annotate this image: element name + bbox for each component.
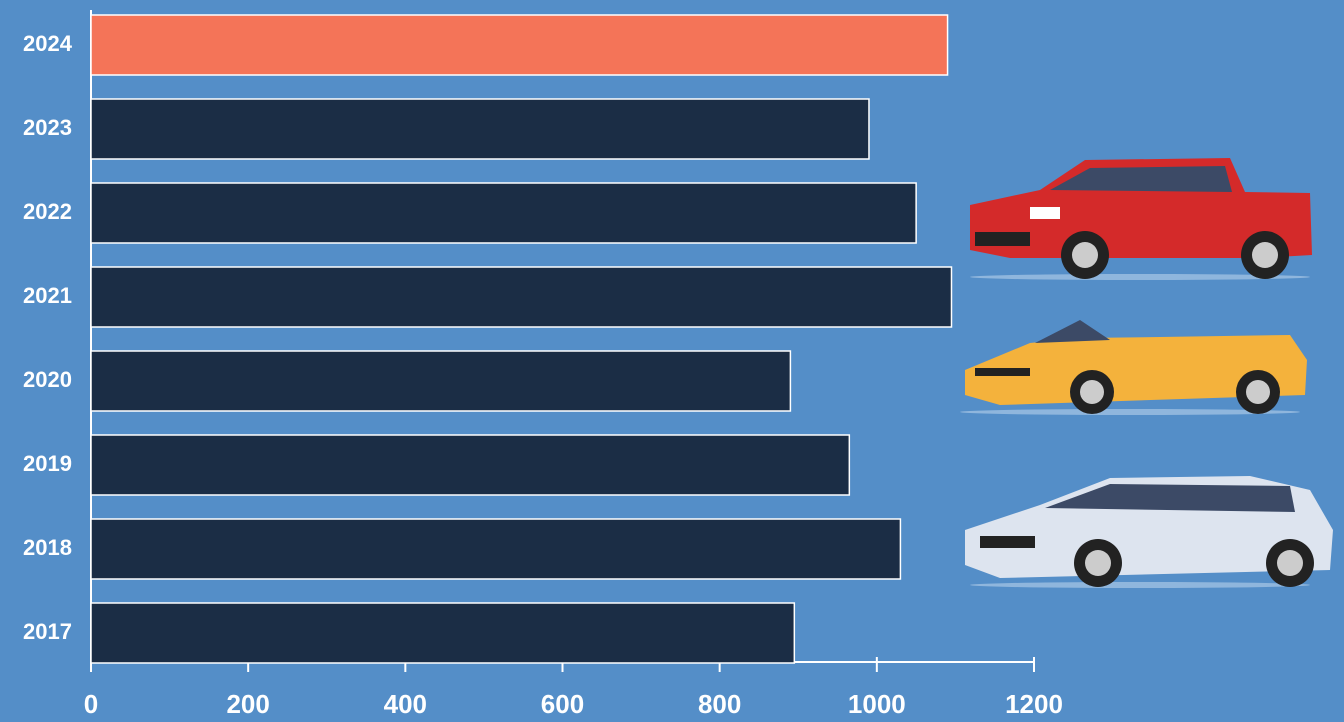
- chart: 0 200 400 600 800 1000 1200 2024 2023 2022 2021 202…: [0, 0, 1344, 722]
- y-tick-label: 2017: [23, 619, 72, 644]
- bar: [91, 351, 790, 411]
- x-tick-label: 1200: [1005, 689, 1063, 719]
- bar: [91, 519, 900, 579]
- y-tick-label: 2019: [23, 451, 72, 476]
- bar: [91, 183, 916, 243]
- x-tick-label: 1000: [848, 689, 906, 719]
- y-tick-label: 2021: [23, 283, 72, 308]
- y-tick-label: 2023: [23, 115, 72, 140]
- bar: [91, 435, 849, 495]
- x-tick-label: 800: [698, 689, 741, 719]
- x-tick-label: 200: [226, 689, 269, 719]
- bar: [91, 15, 948, 75]
- bar: [91, 99, 869, 159]
- y-tick-label: 2018: [23, 535, 72, 560]
- y-tick-label: 2024: [23, 31, 73, 56]
- x-tick-label: 0: [84, 689, 98, 719]
- x-tick-label: 600: [541, 689, 584, 719]
- y-tick-label: 2020: [23, 367, 72, 392]
- x-tick-label: 400: [384, 689, 427, 719]
- bar: [91, 267, 951, 327]
- bar: [91, 603, 794, 663]
- y-tick-label: 2022: [23, 199, 72, 224]
